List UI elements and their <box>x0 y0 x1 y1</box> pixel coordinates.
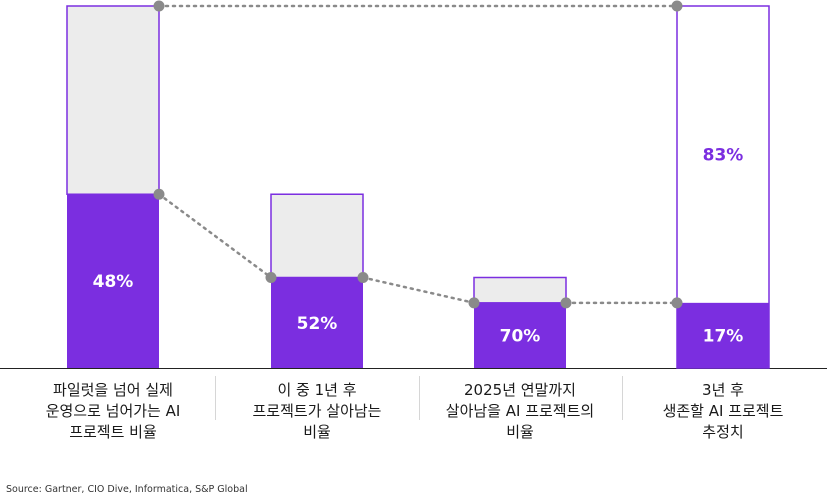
category-separator-2 <box>419 376 420 420</box>
data-label-1: 48% <box>93 272 134 292</box>
connector-dot-8 <box>671 297 683 309</box>
source-note: Source: Gartner, CIO Dive, Informatica, … <box>6 484 248 495</box>
bar-filled-4 <box>677 302 769 368</box>
data-label-top-4: 83% <box>703 145 744 165</box>
connector-line-3 <box>361 276 476 305</box>
data-label-2: 52% <box>297 314 338 334</box>
connector-dot-4 <box>265 272 277 283</box>
connector-dot-6 <box>468 297 480 309</box>
data-label-3: 70% <box>500 326 541 346</box>
category-label-4: 3년 후 생존할 AI 프로젝트 추정치 <box>662 381 784 441</box>
connector-dot-7 <box>560 297 572 309</box>
connector-dot-1 <box>153 0 165 12</box>
category-separator-3 <box>622 376 623 420</box>
connector-dot-2 <box>671 0 683 12</box>
category-label-3: 2025년 연말까지 살아남을 AI 프로젝트의 비율 <box>445 381 595 441</box>
data-label-4: 17% <box>703 326 744 346</box>
bar-remainder-2 <box>270 193 364 279</box>
category-separator-1 <box>215 376 216 420</box>
bar-filled-3 <box>474 302 566 368</box>
bar-filled-1 <box>67 194 159 368</box>
category-label-2: 이 중 1년 후 프로젝트가 살아남는 비율 <box>252 381 382 441</box>
connector-dot-5 <box>357 272 369 283</box>
category-label-1: 파일럿을 넘어 실제 운영으로 넘어가는 AI 프로젝트 비율 <box>45 381 181 441</box>
connector-line-2 <box>157 192 273 279</box>
bar-remainder-1 <box>66 5 160 195</box>
bar-filled-2 <box>271 277 363 368</box>
connector-dot-3 <box>153 188 165 200</box>
bar-remainder-3 <box>473 276 567 304</box>
